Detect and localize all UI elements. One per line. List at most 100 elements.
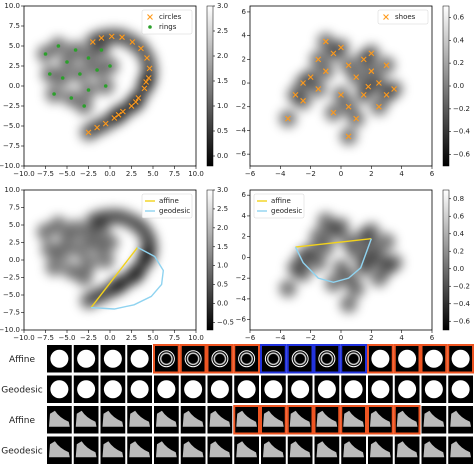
colorbar-tick-label: −0.5 — [217, 318, 234, 326]
density-blob — [96, 251, 115, 269]
thumbnail-content — [211, 350, 229, 368]
scatter-point — [143, 79, 150, 85]
legend-box — [253, 193, 305, 219]
colorbar-tick-label: 3.0 — [217, 2, 228, 10]
y-tick-label: −10.0 — [0, 326, 20, 334]
scatter-point — [307, 74, 314, 81]
density-blob — [79, 254, 98, 273]
scatter-point — [383, 91, 390, 98]
colorbar-tick-label: 2.0 — [217, 52, 228, 60]
colorbar-tick-label: 1.5 — [217, 243, 228, 251]
colorbar-tick-label: 0.0 — [453, 265, 464, 273]
y-tick-label: 5.0 — [9, 221, 20, 229]
density-blob — [377, 232, 396, 251]
thumbnail-highlight — [367, 344, 394, 374]
density-blob — [316, 212, 335, 231]
scatter-point — [108, 64, 112, 68]
thumbnail-highlight — [179, 344, 207, 374]
scatter-point — [89, 39, 96, 45]
scatter-point — [300, 97, 306, 104]
density-blob — [126, 265, 145, 283]
thumbnail-content — [343, 410, 364, 427]
x-tick-label: −5.0 — [59, 334, 76, 342]
thumbnail-content — [289, 441, 311, 458]
x-tick-label: −4 — [275, 334, 286, 342]
x-tick-label: −2.5 — [80, 334, 97, 342]
x-tick-label: 7.5 — [169, 170, 180, 178]
thumbnail-content — [289, 410, 311, 427]
x-tick-label: −2 — [306, 170, 316, 178]
scatter-point — [376, 103, 382, 110]
y-tick-label: −4 — [236, 295, 247, 303]
thumbnail-content — [264, 350, 282, 368]
y-tick-label: 7.5 — [9, 204, 20, 212]
x-tick-label: −4 — [275, 170, 286, 178]
y-tick-label: 6 — [242, 191, 247, 199]
scatter-point — [353, 115, 360, 122]
scatter-point — [292, 91, 299, 98]
x-tick-label: −2 — [306, 334, 316, 342]
x-tick-label: 0 — [339, 334, 343, 342]
panel: −10.0 −7.5 −5.0 −2.5 0.0 2.5 5.0 7.5 10.0−10.0−7… — [0, 186, 234, 342]
thumbnail-highlight — [420, 344, 448, 374]
density-blob — [294, 263, 313, 282]
y-tick-label: 0 — [242, 79, 246, 87]
colorbar — [442, 189, 450, 331]
thumbnail-content — [316, 410, 338, 427]
density-blob — [339, 295, 358, 314]
scatter-point — [69, 96, 74, 100]
colorbar-tick-label: 0.0 — [217, 300, 228, 308]
legend-label: geodesic — [159, 207, 190, 215]
scatter-point — [146, 65, 153, 72]
scatter-point — [360, 56, 367, 63]
thumbnail-content — [77, 380, 96, 399]
colorbar-tick-label: 0.5 — [217, 281, 228, 289]
legend-marker — [383, 14, 389, 20]
legend-label: affine — [271, 197, 291, 205]
thumbnail-content — [129, 441, 150, 458]
thumbnail-content — [238, 350, 256, 368]
thumbnail-content — [103, 349, 122, 368]
x-tick-label: −2.5 — [80, 170, 97, 178]
thumbnail-content — [236, 441, 257, 458]
thumbnail-highlight — [153, 344, 180, 374]
thumbnail-content — [424, 349, 443, 368]
density-blob — [101, 233, 119, 252]
colorbar — [442, 5, 450, 167]
y-tick-label: −6 — [236, 150, 247, 158]
thumbnail-content — [450, 410, 471, 427]
colorbar-tick-label: −0.6 — [453, 317, 471, 325]
scatter-point — [376, 80, 382, 86]
colorbar-tick-label: 1.0 — [217, 262, 228, 270]
y-tick-label: 2.5 — [9, 62, 20, 70]
thumbnail-content — [156, 410, 177, 427]
y-tick-label: 2.5 — [9, 239, 20, 247]
thumbnail-highlight — [233, 344, 260, 374]
colorbar-tick-label: 3.0 — [217, 186, 228, 194]
series-line — [90, 246, 139, 309]
scatter-point — [48, 72, 52, 76]
thumbnail-content — [345, 350, 363, 368]
thumbnail-content — [102, 410, 124, 427]
panel: −6 −4 −2 0 2 4 6 −6 −4 −2 0 2 4 6 −0.6 −0.4 −0.2 0.0 0.2 0.… — [236, 189, 471, 342]
colorbar-tick-label: 2.5 — [217, 205, 228, 213]
thumbnail-highlight — [340, 344, 367, 374]
y-tick-label: 2 — [242, 55, 246, 63]
density-blob — [137, 247, 156, 266]
thumbnail-highlight — [340, 405, 367, 435]
x-tick-label: 2.5 — [126, 334, 137, 342]
y-tick-label: 4 — [242, 212, 247, 220]
x-tick-label: −6 — [245, 334, 256, 342]
x-tick-label: 6 — [430, 334, 435, 342]
legend-box — [141, 9, 193, 35]
thumbnail-content — [184, 350, 202, 368]
scatter-point — [315, 56, 322, 63]
scatter-point — [315, 86, 322, 92]
colorbar-tick-label: 0.6 — [453, 13, 465, 21]
colorbar-tick-label: 0.8 — [453, 195, 464, 203]
x-tick-label: −5.0 — [59, 170, 76, 178]
thumbnail-content — [263, 410, 284, 427]
density-blob — [58, 230, 76, 248]
y-tick-label: −10.0 — [0, 162, 20, 170]
